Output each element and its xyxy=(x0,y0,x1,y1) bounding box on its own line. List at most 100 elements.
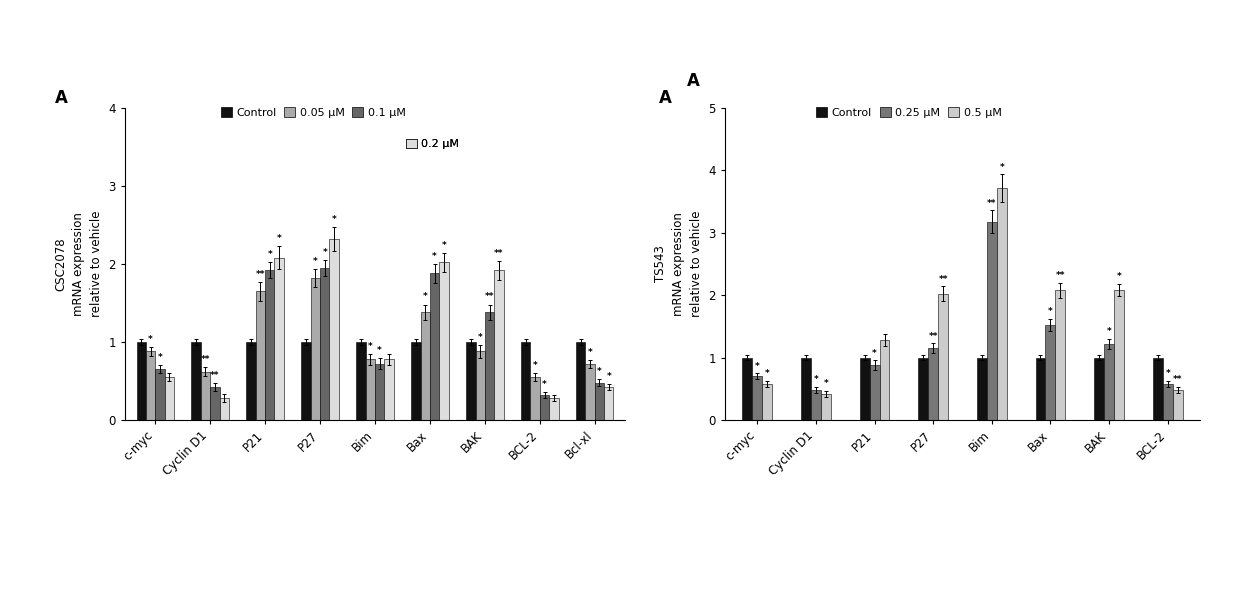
Bar xyxy=(330,239,339,420)
Bar xyxy=(1162,384,1172,420)
Bar xyxy=(485,313,494,420)
Text: **: ** xyxy=(201,355,210,364)
Bar xyxy=(742,358,752,420)
Text: *: * xyxy=(432,252,437,261)
Bar xyxy=(265,270,275,420)
Bar xyxy=(604,387,614,420)
Bar xyxy=(530,377,540,420)
Bar xyxy=(356,342,366,420)
Text: *: * xyxy=(158,353,162,362)
Bar xyxy=(494,270,504,420)
Bar xyxy=(801,358,811,420)
Text: *: * xyxy=(149,335,152,344)
Text: *: * xyxy=(378,346,382,355)
Bar xyxy=(439,262,449,420)
Text: *: * xyxy=(588,348,592,357)
Text: *: * xyxy=(542,380,548,389)
Bar xyxy=(320,268,330,420)
Bar xyxy=(1094,358,1104,420)
Bar xyxy=(220,398,229,420)
Text: **: ** xyxy=(1056,271,1065,280)
Bar xyxy=(1172,390,1182,420)
Bar xyxy=(762,384,772,420)
Text: **: ** xyxy=(494,249,504,258)
Text: A: A xyxy=(55,89,68,107)
Legend: 0.2 μM: 0.2 μM xyxy=(405,139,459,149)
Bar xyxy=(1104,344,1114,420)
Text: *: * xyxy=(331,215,336,224)
Bar xyxy=(1114,290,1124,420)
Bar xyxy=(201,371,210,420)
Bar xyxy=(986,221,996,420)
Text: *: * xyxy=(312,257,318,266)
Y-axis label: TS543
mRNA expression
relative to vehicle: TS543 mRNA expression relative to vehicl… xyxy=(654,211,702,317)
Text: *: * xyxy=(441,241,446,250)
Text: *: * xyxy=(814,376,819,385)
Bar xyxy=(860,358,870,420)
Text: *: * xyxy=(1048,307,1052,316)
Bar xyxy=(411,342,420,420)
Bar xyxy=(146,352,155,420)
Bar xyxy=(375,364,384,420)
Bar xyxy=(384,359,394,420)
Bar xyxy=(939,294,949,420)
Text: *: * xyxy=(598,367,601,376)
Bar xyxy=(595,383,604,420)
Bar xyxy=(136,342,146,420)
Text: *: * xyxy=(322,248,328,257)
Bar xyxy=(752,376,762,420)
Text: *: * xyxy=(1165,369,1170,378)
Bar xyxy=(1045,325,1055,420)
Bar xyxy=(430,274,439,420)
Text: *: * xyxy=(268,250,272,259)
Bar xyxy=(275,258,284,420)
Bar xyxy=(420,313,430,420)
Bar xyxy=(521,342,530,420)
Bar xyxy=(466,342,475,420)
Text: **: ** xyxy=(988,199,996,208)
Bar xyxy=(1152,358,1162,420)
Text: A: A xyxy=(659,89,671,107)
Bar xyxy=(1035,358,1045,420)
Bar xyxy=(165,377,174,420)
Bar xyxy=(821,394,831,420)
Text: A: A xyxy=(688,72,700,90)
Legend: Control, 0.25 μM, 0.5 μM: Control, 0.25 μM, 0.5 μM xyxy=(816,107,1001,118)
Bar xyxy=(880,340,890,420)
Text: *: * xyxy=(478,333,482,342)
Bar xyxy=(919,358,929,420)
Text: **: ** xyxy=(1172,376,1182,385)
Bar xyxy=(246,342,256,420)
Text: *: * xyxy=(532,361,538,370)
Text: *: * xyxy=(872,349,877,358)
Bar xyxy=(311,278,320,420)
Bar xyxy=(210,387,220,420)
Bar xyxy=(870,365,880,420)
Text: *: * xyxy=(1106,328,1111,337)
Text: *: * xyxy=(765,369,770,378)
Text: **: ** xyxy=(929,332,938,341)
Bar xyxy=(1055,290,1065,420)
Bar xyxy=(976,358,986,420)
Bar xyxy=(540,395,549,420)
Bar xyxy=(549,398,559,420)
Text: *: * xyxy=(368,341,372,350)
Bar xyxy=(155,369,165,420)
Text: *: * xyxy=(422,292,428,301)
Text: *: * xyxy=(1000,163,1004,172)
Bar xyxy=(585,364,595,420)
Bar xyxy=(996,188,1006,420)
Bar xyxy=(475,352,485,420)
Text: *: * xyxy=(276,234,281,243)
Bar xyxy=(576,342,585,420)
Text: **: ** xyxy=(210,371,220,380)
Text: **: ** xyxy=(485,292,494,301)
Bar xyxy=(191,342,201,420)
Bar xyxy=(811,390,821,420)
Bar xyxy=(301,342,311,420)
Text: *: * xyxy=(755,362,760,371)
Y-axis label: CSC2078
mRNA expression
relative to vehicle: CSC2078 mRNA expression relative to vehi… xyxy=(54,211,102,317)
Bar xyxy=(929,348,939,420)
Text: **: ** xyxy=(256,270,265,279)
Bar xyxy=(256,291,265,420)
